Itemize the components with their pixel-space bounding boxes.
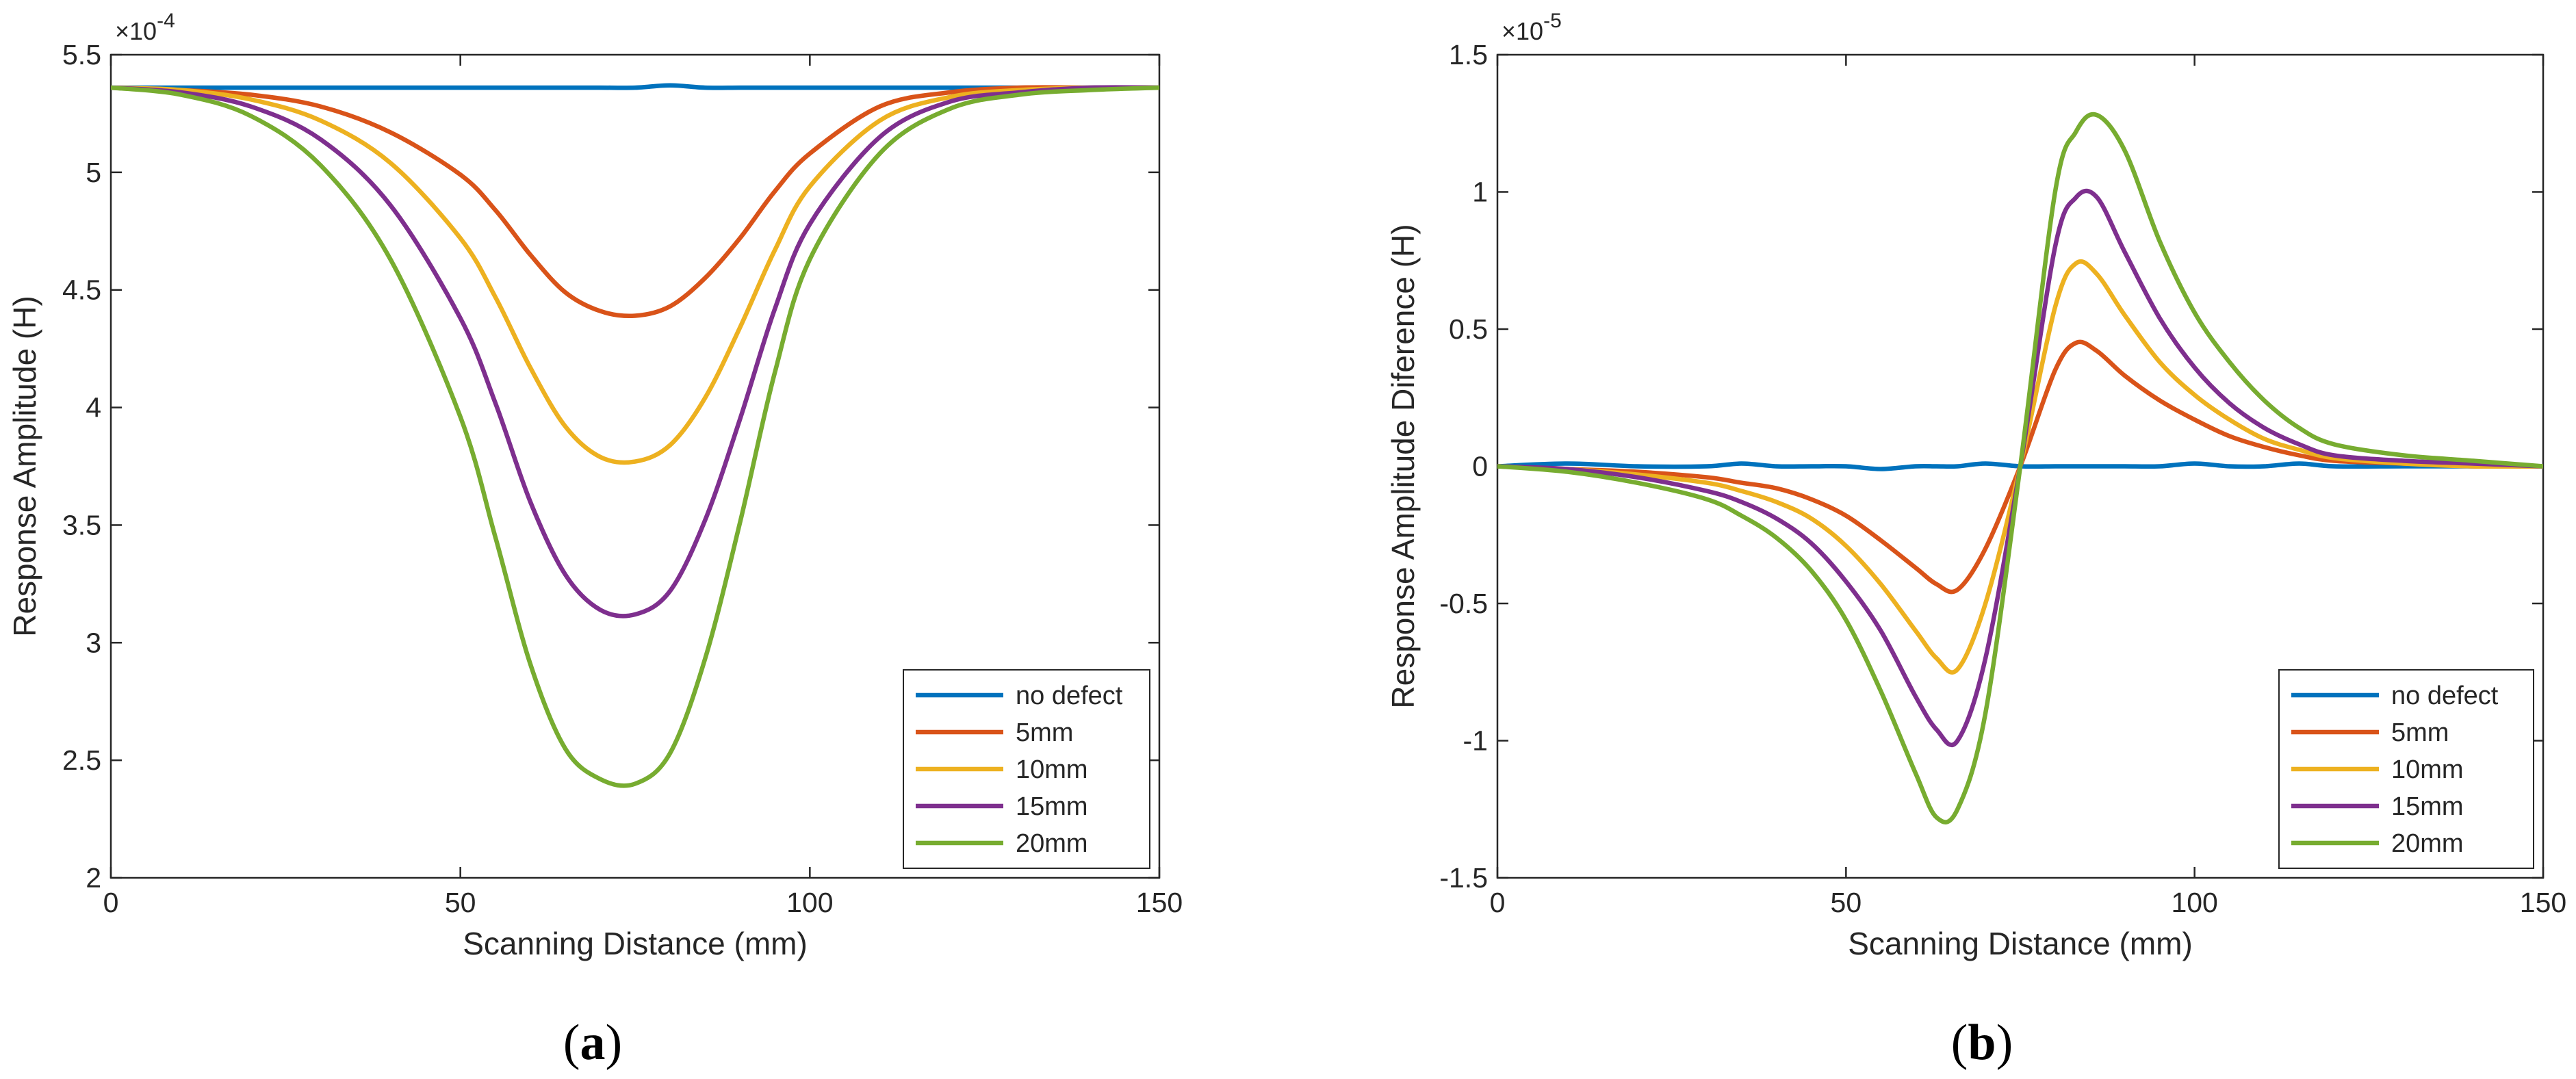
y-tick-label: -0.5: [1439, 588, 1488, 619]
caption-letter: b: [1968, 1015, 1996, 1071]
caption-letter: a: [580, 1015, 606, 1071]
caption-paren-close: ): [1996, 1015, 2013, 1071]
chart-b: 0 50 100 150 -1.5 -1 -0.5 0 0.5 1 1.5 ×10-5 Scanning…: [1385, 10, 2566, 1071]
legend-label: 10mm: [1016, 755, 1088, 784]
series-line-no-defect: [111, 83, 1159, 90]
y-tick-label: -1: [1463, 725, 1488, 757]
caption-paren-open: (: [1951, 1015, 1968, 1071]
x-tick-label: 150: [1136, 887, 1183, 918]
y-axis-label: Response Amplitude (H): [7, 296, 42, 637]
y-tick-label: -1.5: [1439, 862, 1488, 894]
legend: no defect 5mm 10mm 15mm 20mm: [903, 669, 1150, 869]
legend-label: 10mm: [2391, 755, 2464, 784]
y-tick-label: 4.5: [62, 274, 101, 306]
y-tick-label: 3: [86, 627, 101, 658]
caption-paren-open: (: [563, 1015, 580, 1071]
x-axis-label: Scanning Distance (mm): [463, 926, 808, 961]
chart-a: 0 50 100 150 2 2.5 3 3.5 4 4.5 5 5.5 ×10-4 Scanning D…: [7, 10, 1183, 1071]
x-tick-label: 100: [786, 887, 833, 918]
x-tick-label: 0: [103, 887, 119, 918]
series-line-10mm: [111, 85, 1159, 465]
y-exponent-label: ×10-5: [1502, 10, 1562, 45]
y-tick-label: 0: [1472, 451, 1488, 482]
legend-label: 5mm: [2391, 718, 2449, 747]
y-exponent-label: ×10-4: [115, 10, 175, 45]
y-tick-label: 3.5: [62, 509, 101, 541]
exponent-power: -4: [157, 10, 175, 32]
figure-caption: (b): [1951, 1015, 2013, 1071]
exponent-base: ×10: [115, 17, 157, 45]
y-tick-label: 5.5: [62, 39, 101, 70]
series-line-20mm: [111, 85, 1159, 788]
series-line-5mm: [111, 85, 1159, 319]
legend-label: 20mm: [1016, 829, 1088, 858]
series-line-15mm: [111, 85, 1159, 619]
y-tick-label: 2: [86, 862, 101, 894]
x-tick-label: 150: [2520, 887, 2566, 918]
y-tick-label: 0.5: [1449, 313, 1488, 345]
y-axis-label: Response Amplitude Diference (H): [1385, 224, 1421, 708]
legend-label: 5mm: [1016, 718, 1073, 747]
legend: no defect 5mm 10mm 15mm 20mm: [2278, 669, 2534, 869]
y-tick-label: 5: [86, 157, 101, 188]
x-tick-label: 0: [1490, 887, 1506, 918]
legend-label: no defect: [2391, 681, 2499, 710]
legend-label: 15mm: [1016, 792, 1088, 821]
y-tick-label: 4: [86, 392, 101, 424]
x-tick-label: 50: [445, 887, 476, 918]
x-tick-label: 100: [2171, 887, 2217, 918]
x-axis-label: Scanning Distance (mm): [1848, 926, 2193, 961]
x-tick-label: 50: [1831, 887, 1862, 918]
y-tick-label: 2.5: [62, 744, 101, 776]
y-tick-label: 1: [1472, 177, 1488, 208]
legend-label: no defect: [1016, 681, 1123, 710]
legend-label: 15mm: [2391, 792, 2464, 821]
exponent-base: ×10: [1502, 17, 1543, 45]
figure-caption: (a): [563, 1015, 622, 1071]
series-line-20mm: [1497, 112, 2543, 824]
legend-label: 20mm: [2391, 829, 2464, 858]
exponent-power: -5: [1543, 10, 1562, 32]
caption-paren-close: ): [606, 1015, 623, 1071]
y-tick-label: 1.5: [1449, 39, 1488, 70]
